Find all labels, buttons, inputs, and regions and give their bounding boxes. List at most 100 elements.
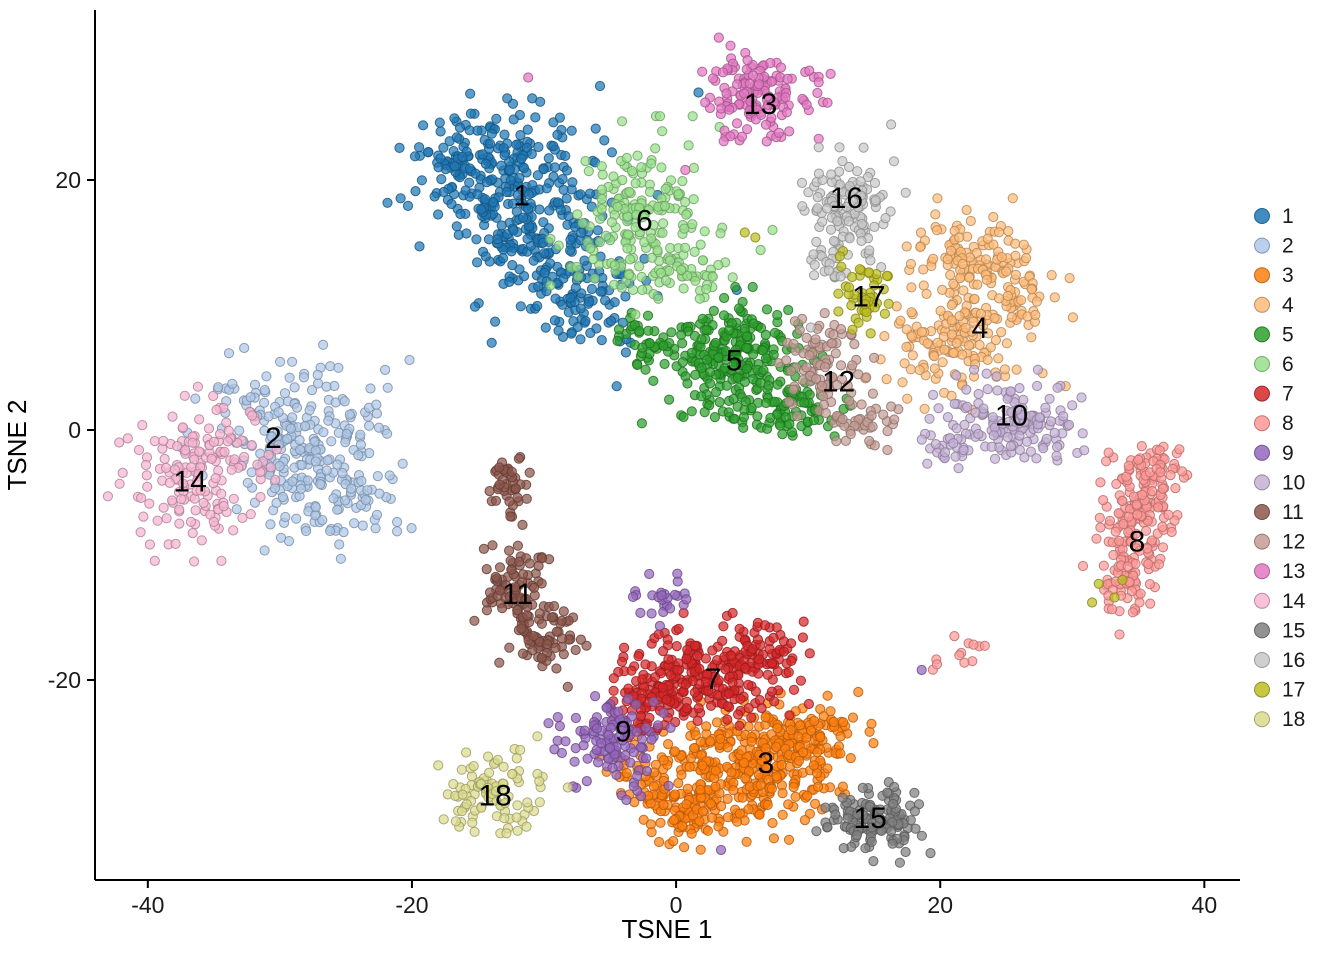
point (1049, 427, 1060, 439)
point (680, 164, 691, 176)
point (187, 528, 198, 539)
point (754, 695, 765, 706)
point (783, 667, 794, 678)
point (652, 720, 664, 731)
point (689, 687, 701, 698)
point (969, 293, 980, 305)
point (521, 821, 532, 832)
point (1109, 592, 1120, 603)
point (646, 827, 657, 838)
point (404, 354, 415, 366)
point (937, 357, 948, 368)
point (556, 633, 568, 644)
point (117, 467, 128, 478)
legend-label: 5 (1282, 323, 1294, 346)
point (957, 258, 968, 270)
point (158, 502, 169, 513)
point (772, 723, 783, 734)
point (1121, 471, 1132, 482)
point (1098, 560, 1109, 571)
point (942, 412, 954, 423)
point (948, 278, 959, 289)
point (543, 718, 554, 729)
point (815, 732, 826, 743)
point (767, 817, 778, 829)
point (996, 327, 1007, 338)
point (486, 128, 497, 139)
point (786, 655, 797, 667)
point (617, 175, 628, 186)
point (543, 153, 554, 164)
point (868, 738, 879, 749)
point (845, 753, 856, 764)
point (552, 197, 563, 208)
point (575, 303, 586, 314)
point (734, 623, 745, 634)
point (777, 788, 788, 799)
point (470, 168, 481, 179)
point (932, 337, 943, 348)
point (565, 292, 576, 303)
point (803, 698, 815, 710)
point (657, 126, 668, 137)
point (627, 284, 639, 295)
point (681, 653, 692, 664)
point (834, 251, 845, 262)
point (494, 462, 505, 473)
point (198, 497, 209, 509)
legend-item-5: 5 (1254, 323, 1294, 346)
point (864, 245, 875, 256)
point (869, 177, 881, 189)
point (738, 422, 749, 433)
point (974, 339, 985, 351)
point (455, 208, 466, 220)
point (758, 365, 769, 376)
point (713, 352, 724, 363)
point (335, 553, 346, 564)
point (739, 376, 751, 387)
point (467, 817, 478, 828)
point (490, 316, 501, 327)
point (635, 742, 646, 753)
point (822, 763, 833, 774)
point (528, 255, 539, 266)
point (768, 833, 780, 844)
point (630, 178, 641, 189)
point (174, 518, 185, 529)
point (781, 107, 793, 118)
point (1011, 364, 1022, 375)
legend-item-8: 8 (1254, 412, 1294, 435)
point (596, 161, 607, 172)
point (512, 825, 523, 836)
legend-label: 12 (1282, 531, 1305, 554)
point (788, 384, 799, 395)
points-layer (102, 32, 1193, 868)
point (676, 264, 687, 275)
point (170, 538, 181, 550)
point (677, 357, 688, 368)
point (741, 342, 752, 354)
point (617, 116, 628, 127)
legend-swatch (1254, 652, 1270, 668)
point (945, 269, 956, 281)
point (652, 245, 663, 256)
point (867, 421, 878, 432)
point (888, 156, 900, 167)
point (544, 205, 555, 216)
point (754, 809, 765, 820)
point (469, 826, 480, 837)
point (804, 350, 815, 361)
point (216, 488, 227, 499)
point (138, 511, 149, 522)
point (140, 459, 152, 471)
point (496, 220, 507, 231)
point (999, 364, 1011, 375)
point (607, 762, 618, 774)
point (788, 338, 799, 349)
point (734, 808, 745, 819)
point (584, 188, 596, 199)
point (487, 540, 498, 551)
point (433, 209, 444, 220)
point (1117, 495, 1128, 506)
legend-item-1: 1 (1254, 205, 1294, 228)
